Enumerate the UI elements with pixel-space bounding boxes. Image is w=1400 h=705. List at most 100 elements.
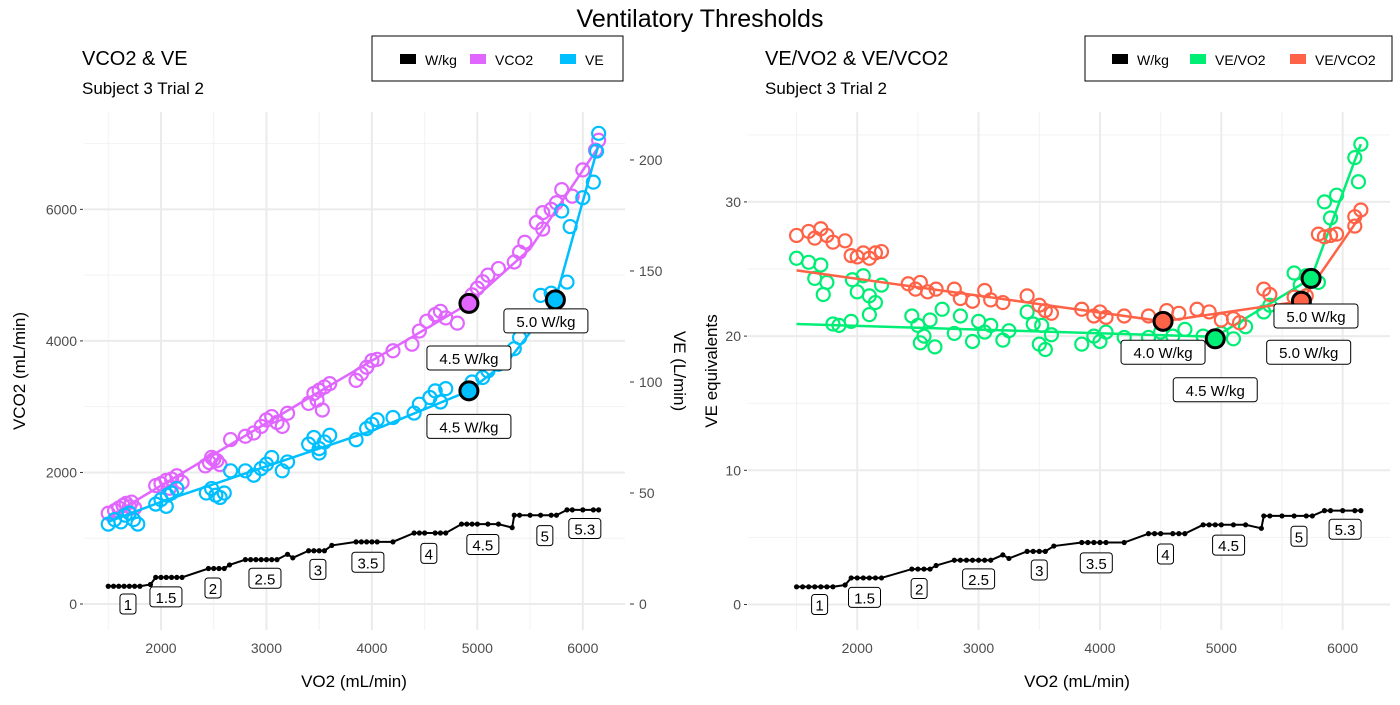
data-point — [385, 409, 401, 426]
wkg-point — [927, 566, 933, 572]
x-tick-label: 2000 — [842, 640, 873, 656]
wkg-point — [147, 581, 154, 588]
wkg-stage-label-text: 4.5 — [1218, 538, 1239, 555]
data-point — [1286, 265, 1302, 281]
label-box — [1273, 303, 1359, 329]
wkg-point — [963, 557, 970, 563]
wkg-point — [951, 557, 957, 563]
wkg-point — [1303, 513, 1309, 519]
wkg-point — [1242, 522, 1249, 528]
legend-key-ve — [560, 54, 576, 64]
data-point — [204, 449, 220, 465]
legend-box — [1084, 35, 1393, 82]
label-box — [848, 586, 882, 608]
wkg-point — [437, 530, 444, 536]
data-point — [855, 268, 871, 284]
wkg-point — [411, 530, 417, 536]
label-box — [962, 568, 996, 590]
label-box — [466, 534, 500, 556]
data-point — [1201, 304, 1217, 320]
legend-label: VCO2 — [495, 52, 533, 68]
wkg-point — [221, 565, 227, 572]
wkg-point — [284, 551, 291, 557]
data-point — [922, 312, 938, 328]
wkg-point — [590, 507, 596, 513]
wkg-point — [509, 525, 515, 531]
threshold-label-text: 4.0 W/kg — [1133, 345, 1192, 362]
wkg-stage-label: 2 — [204, 577, 222, 599]
wkg-point — [1030, 548, 1036, 554]
data-point — [432, 394, 449, 410]
y-tick-label: 4000 — [46, 333, 77, 349]
wkg-point — [1321, 508, 1328, 514]
wkg-point — [878, 575, 885, 581]
label-box — [1079, 552, 1113, 574]
wkg-stage-label: 3 — [1030, 559, 1048, 581]
label-box — [426, 345, 512, 371]
wkg-stage-label: 3.5 — [351, 551, 385, 573]
wkg-point — [458, 521, 465, 527]
wkg-stage-label: 4.5 — [1212, 534, 1246, 556]
label-box — [1290, 525, 1308, 547]
wkg-point — [1218, 522, 1224, 528]
data-point — [1322, 227, 1339, 244]
panel-title: VE/VO2 & VE/VCO2 — [765, 48, 948, 70]
x-tick-label: 2000 — [145, 640, 176, 656]
label-box — [811, 594, 829, 616]
grid — [748, 112, 1390, 630]
wkg-stage-label-text: 4 — [425, 546, 433, 563]
wkg-point — [269, 557, 275, 563]
x-tick-label: 3000 — [251, 640, 282, 656]
x-tick-label: 6000 — [1327, 640, 1358, 656]
wkg-point — [1006, 555, 1012, 562]
wkg-point — [364, 539, 370, 545]
wkg-point — [812, 584, 818, 590]
threshold-label: 5.0 W/kg — [1266, 339, 1352, 365]
wkg-point — [1079, 539, 1085, 546]
label-box — [568, 518, 602, 540]
wkg-point — [580, 507, 586, 513]
wkg-stage-label-text: 1.5 — [854, 590, 875, 607]
wkg-point — [1182, 531, 1188, 537]
label-box — [248, 567, 282, 589]
label-box — [536, 525, 554, 547]
wkg-stage-label: 4 — [1156, 543, 1174, 565]
wkg-point — [553, 512, 560, 518]
threshold-label-text: 5.0 W/kg — [1286, 309, 1345, 326]
wkg-point — [248, 557, 254, 563]
wkg-point — [1097, 539, 1103, 546]
legend-label: W/kg — [425, 52, 457, 68]
wkg-point — [564, 507, 570, 513]
data-point — [1347, 218, 1363, 234]
data-point — [952, 308, 968, 324]
threshold-marker — [544, 289, 566, 311]
wkg-point — [988, 557, 994, 563]
wkg-point — [1151, 531, 1158, 537]
wkg-point — [866, 575, 872, 581]
data-point — [1037, 341, 1053, 358]
wkg-point — [321, 548, 328, 554]
data-point — [1262, 286, 1278, 303]
legend-key-vco2 — [470, 54, 486, 64]
y-axis-title: VE equivalents — [702, 314, 721, 427]
wkg-point — [306, 548, 312, 554]
wkg-point — [253, 557, 259, 563]
y-tick-label: 2000 — [46, 464, 77, 480]
wkg-point — [1340, 508, 1346, 514]
wkg-point — [110, 583, 117, 589]
label-box — [503, 308, 589, 334]
panel-subtitle: Subject 3 Trial 2 — [82, 79, 204, 98]
wkg-point — [311, 548, 317, 554]
legend-key-w-kg — [400, 54, 416, 64]
legend-label: VE — [585, 52, 604, 68]
wkg-point — [1358, 508, 1364, 514]
data-point — [1019, 304, 1035, 320]
data-point — [904, 308, 920, 324]
wkg-point — [422, 530, 428, 536]
fit-line — [107, 146, 600, 519]
wkg-point — [153, 574, 159, 580]
wkg-point — [432, 530, 438, 536]
y2-tick-label: 50 — [639, 485, 655, 501]
data-point — [1189, 301, 1205, 317]
data-point — [311, 445, 327, 461]
